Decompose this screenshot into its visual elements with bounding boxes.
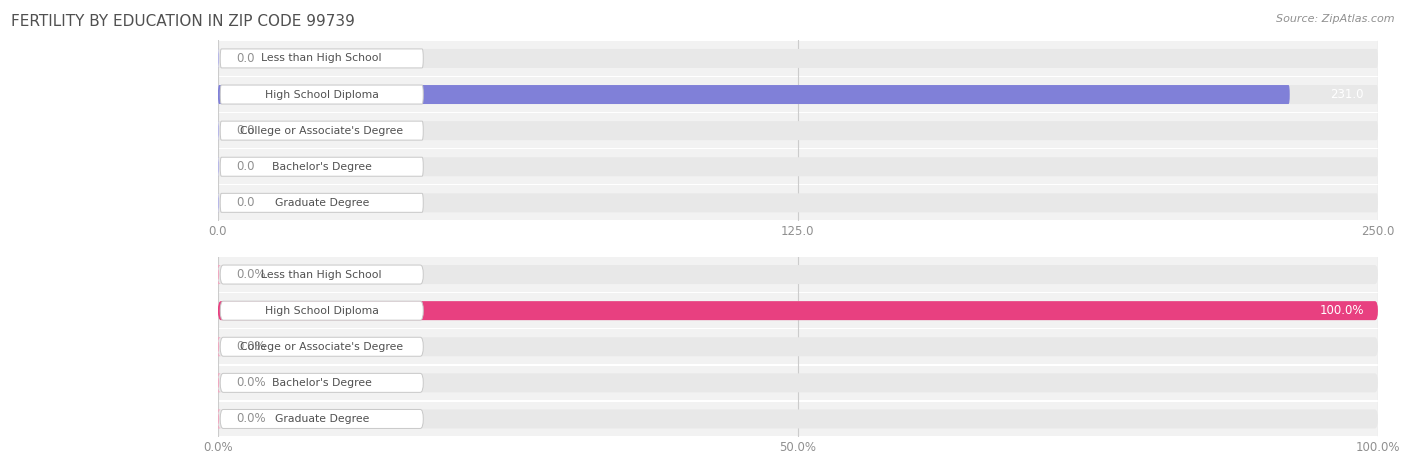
Text: College or Associate's Degree: College or Associate's Degree: [240, 125, 404, 136]
Text: Source: ZipAtlas.com: Source: ZipAtlas.com: [1277, 14, 1395, 24]
FancyBboxPatch shape: [218, 402, 1378, 436]
Text: Less than High School: Less than High School: [262, 53, 382, 64]
FancyBboxPatch shape: [218, 193, 1378, 212]
Text: 0.0%: 0.0%: [236, 376, 266, 390]
FancyBboxPatch shape: [221, 409, 423, 428]
FancyBboxPatch shape: [218, 366, 1378, 400]
Text: 0.0%: 0.0%: [236, 340, 266, 353]
Text: 0.0: 0.0: [236, 52, 254, 65]
Text: 0.0: 0.0: [236, 160, 254, 173]
Text: 231.0: 231.0: [1330, 88, 1364, 101]
FancyBboxPatch shape: [221, 301, 423, 320]
FancyBboxPatch shape: [218, 265, 1378, 284]
FancyBboxPatch shape: [218, 85, 1289, 104]
FancyBboxPatch shape: [217, 265, 221, 284]
FancyBboxPatch shape: [221, 157, 423, 176]
Text: Graduate Degree: Graduate Degree: [274, 414, 368, 424]
Text: 100.0%: 100.0%: [1319, 304, 1364, 317]
FancyBboxPatch shape: [218, 77, 1378, 112]
Text: College or Associate's Degree: College or Associate's Degree: [240, 342, 404, 352]
Text: 0.0: 0.0: [236, 196, 254, 209]
FancyBboxPatch shape: [221, 85, 423, 104]
FancyBboxPatch shape: [218, 301, 1378, 320]
FancyBboxPatch shape: [218, 121, 1378, 140]
Text: 0.0%: 0.0%: [236, 268, 266, 281]
Text: 0.0%: 0.0%: [236, 412, 266, 426]
Text: High School Diploma: High School Diploma: [264, 305, 378, 316]
Text: Bachelor's Degree: Bachelor's Degree: [271, 378, 371, 388]
FancyBboxPatch shape: [218, 150, 1378, 184]
FancyBboxPatch shape: [218, 337, 1378, 356]
Text: FERTILITY BY EDUCATION IN ZIP CODE 99739: FERTILITY BY EDUCATION IN ZIP CODE 99739: [11, 14, 356, 29]
FancyBboxPatch shape: [221, 337, 423, 356]
Text: Graduate Degree: Graduate Degree: [274, 198, 368, 208]
FancyBboxPatch shape: [218, 409, 1378, 428]
Text: Less than High School: Less than High School: [262, 269, 382, 280]
Text: 0.0: 0.0: [236, 124, 254, 137]
FancyBboxPatch shape: [218, 85, 1378, 104]
FancyBboxPatch shape: [218, 294, 1378, 328]
FancyBboxPatch shape: [217, 337, 221, 356]
FancyBboxPatch shape: [217, 373, 221, 392]
FancyBboxPatch shape: [218, 330, 1378, 364]
FancyBboxPatch shape: [221, 121, 423, 140]
FancyBboxPatch shape: [221, 193, 423, 212]
FancyBboxPatch shape: [218, 373, 1378, 392]
FancyBboxPatch shape: [218, 41, 1378, 76]
FancyBboxPatch shape: [221, 265, 423, 284]
FancyBboxPatch shape: [221, 373, 423, 392]
FancyBboxPatch shape: [218, 114, 1378, 148]
Text: Bachelor's Degree: Bachelor's Degree: [271, 162, 371, 172]
FancyBboxPatch shape: [218, 157, 1378, 176]
Text: High School Diploma: High School Diploma: [264, 89, 378, 100]
FancyBboxPatch shape: [221, 49, 423, 68]
FancyBboxPatch shape: [218, 301, 1378, 320]
FancyBboxPatch shape: [218, 257, 1378, 292]
FancyBboxPatch shape: [218, 49, 1378, 68]
FancyBboxPatch shape: [217, 409, 221, 428]
FancyBboxPatch shape: [218, 186, 1378, 220]
